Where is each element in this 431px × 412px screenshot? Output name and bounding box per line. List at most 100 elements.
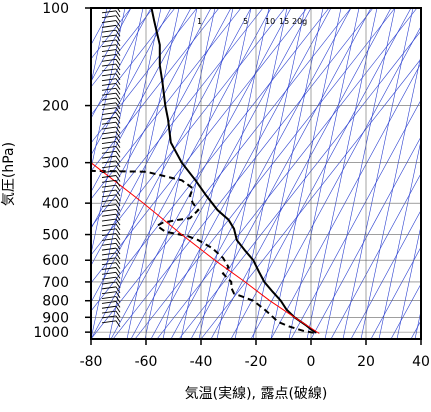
wind-barb: [101, 238, 117, 241]
wind-barb-flag: [115, 305, 121, 313]
wind-barb: [101, 63, 117, 67]
wind-barb: [101, 320, 117, 324]
wind-barb-flag: [115, 213, 121, 221]
adiabat-line: [91, 8, 126, 171]
wind-barb: [101, 242, 117, 246]
wind-barb: [101, 208, 117, 212]
wind-barb-flag: [115, 247, 121, 255]
wind-barb: [101, 204, 117, 207]
adiabat-line: [234, 8, 306, 339]
moist-adiabat-line: [156, 8, 418, 339]
moist-adiabat-line: [91, 8, 154, 88]
moist-adiabat-line: [91, 8, 264, 228]
wind-barb-flag: [115, 199, 121, 206]
x-tick-label: 0: [307, 354, 316, 370]
wind-barb: [101, 300, 117, 304]
wind-barb-flag: [115, 243, 121, 250]
wind-barb: [101, 121, 117, 125]
wind-barb: [101, 29, 117, 33]
adiabat-line: [342, 8, 414, 339]
isotherm-line: [270, 62, 421, 339]
wind-barb-flag: [115, 252, 121, 260]
wind-barb: [101, 228, 117, 232]
wind-barb: [101, 136, 117, 140]
wind-barb: [101, 315, 117, 319]
moist-adiabat-line: [91, 8, 330, 312]
wind-barb-flag: [115, 286, 121, 294]
x-tick-label: -20: [245, 354, 268, 370]
wind-barb-flag: [115, 141, 121, 148]
moist-adiabat-line: [91, 8, 220, 172]
wind-barb: [101, 310, 117, 314]
wind-barb-flag: [115, 68, 121, 76]
wind-barb-flag: [115, 315, 121, 323]
wind-barb: [101, 131, 117, 135]
wind-barb: [101, 199, 117, 203]
isotherm-line: [150, 8, 332, 339]
x-tick-label: 20: [357, 354, 375, 370]
isotherm-line: [91, 8, 272, 339]
wind-barb: [101, 286, 117, 290]
adiabat-line: [216, 8, 288, 339]
isotherm-line: [330, 172, 421, 339]
moist-adiabat-line: [134, 8, 396, 339]
wind-barb-flag: [115, 175, 121, 182]
wind-barb-flag: [115, 151, 121, 158]
tick-marks: [85, 7, 422, 345]
x-tick-label: -40: [190, 354, 213, 370]
wind-barbs: [101, 8, 121, 328]
wind-barb-flag: [115, 218, 121, 226]
isotherm-line: [91, 8, 252, 303]
wind-barb-flag: [115, 73, 121, 81]
wind-barb-flag: [115, 49, 121, 56]
wind-barb: [101, 189, 117, 193]
x-tick-label: -80: [80, 354, 103, 370]
wind-barb-flag: [115, 262, 121, 269]
moist-adiabat-line: [91, 8, 242, 200]
wind-barb: [101, 87, 117, 91]
wind-barb: [101, 126, 117, 130]
wind-barb-flag: [115, 97, 121, 105]
wind-barb-flag: [115, 228, 121, 236]
wind-barb: [101, 291, 117, 295]
wind-barb-flag: [115, 189, 121, 197]
isotherm-line: [290, 99, 421, 339]
wind-barb-flag: [115, 238, 121, 245]
wind-barb-flag: [115, 267, 121, 274]
wind-barb-flag: [115, 170, 121, 177]
wind-barb-flag: [115, 131, 121, 139]
wind-barb: [101, 179, 117, 183]
wind-barb-flag: [115, 310, 121, 318]
wind-barb-flag: [115, 320, 121, 328]
moist-adiabat-line: [112, 8, 374, 339]
tick-labels: -80 -60 -40 -20 0 20 40 100 200 300 400 500 600 700 80…: [33, 1, 430, 370]
wind-barb: [101, 175, 117, 178]
wind-barb: [101, 271, 117, 275]
mixing-ratio-label: 5: [243, 17, 248, 26]
wind-barb: [101, 165, 117, 169]
wind-barb: [101, 141, 117, 145]
wind-barb-flag: [115, 296, 121, 303]
wind-barb: [101, 39, 117, 43]
moist-adiabat-line: [91, 8, 308, 284]
wind-barb: [101, 150, 117, 154]
y-axis-label: 気圧(hPa): [1, 142, 17, 206]
wind-barb: [101, 276, 117, 280]
adiabat-line: [91, 8, 108, 86]
wind-barb-flag: [115, 272, 121, 279]
x-tick-label: -60: [135, 354, 158, 370]
y-tick-label: 200: [42, 99, 69, 115]
wind-barb-flag: [115, 180, 121, 187]
wind-barb-flag: [115, 34, 121, 42]
wind-barb: [101, 20, 117, 23]
wind-barb: [101, 213, 117, 217]
wind-barb: [101, 83, 117, 86]
y-tick-label: 100: [42, 1, 69, 17]
mixing-ratio-label: 20g: [292, 17, 307, 26]
wind-barb: [101, 223, 117, 227]
isotherm-line: [250, 25, 421, 339]
adiabat-line: [360, 53, 421, 339]
wind-barb: [101, 184, 117, 188]
